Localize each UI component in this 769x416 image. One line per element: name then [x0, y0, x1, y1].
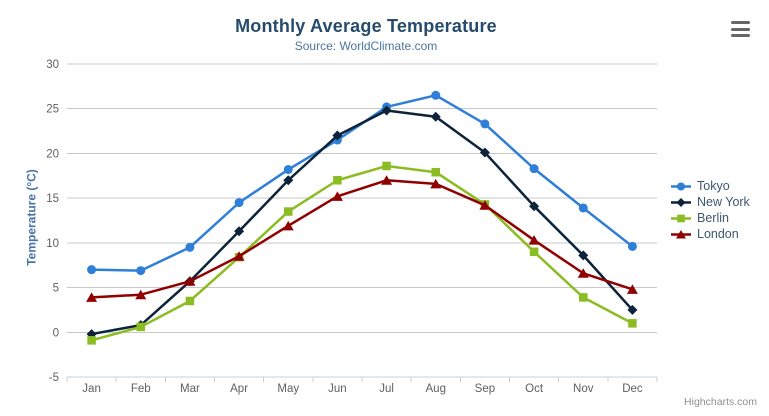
- series-berlin-line: [90, 164, 634, 342]
- y-axis-tick-label: 20: [46, 148, 59, 160]
- data-point-marker[interactable]: [578, 250, 589, 261]
- data-point-marker[interactable]: [430, 178, 442, 189]
- chart-subtitle: Source: WorldClimate.com: [294, 39, 438, 53]
- data-point-marker[interactable]: [381, 175, 393, 185]
- data-point-marker[interactable]: [676, 181, 686, 191]
- data-point-marker[interactable]: [480, 119, 490, 129]
- data-point-marker[interactable]: [627, 241, 637, 251]
- x-axis-tick-label: Jul: [379, 383, 394, 395]
- data-point-marker[interactable]: [331, 191, 343, 201]
- x-axis-tick-label: Nov: [573, 383, 594, 395]
- data-point-marker[interactable]: [136, 266, 146, 276]
- series-new-york-line: [90, 109, 634, 336]
- legend-label: New York: [697, 195, 750, 209]
- series-tokyo-line: [90, 94, 634, 272]
- data-point-marker[interactable]: [431, 167, 441, 177]
- y-axis-tick-label: 10: [46, 238, 59, 250]
- data-point-marker[interactable]: [332, 130, 343, 141]
- x-axis-tick-label: Oct: [525, 383, 544, 395]
- data-point-marker[interactable]: [87, 265, 97, 275]
- data-point-marker[interactable]: [283, 175, 294, 186]
- legend-circle-icon: [671, 181, 691, 191]
- y-axis-title: Temperature (°C): [24, 169, 39, 266]
- y-axis-tick-label: 25: [46, 104, 59, 116]
- legend-triangle-icon: [671, 229, 691, 239]
- hamburger-icon: [731, 27, 750, 31]
- x-axis-tick-label: Dec: [622, 383, 643, 395]
- x-axis-tick-label: Jan: [82, 383, 101, 395]
- data-point-marker[interactable]: [135, 289, 147, 300]
- series-tokyo: [87, 90, 637, 276]
- data-point-marker[interactable]: [579, 293, 588, 302]
- legend-square-icon: [671, 214, 691, 222]
- data-point-marker[interactable]: [529, 164, 539, 174]
- data-point-marker[interactable]: [234, 198, 244, 208]
- data-point-marker[interactable]: [479, 200, 491, 210]
- series-london-line: [90, 179, 634, 299]
- x-axis-tick-label: Jun: [328, 383, 347, 395]
- data-point-marker[interactable]: [184, 276, 196, 286]
- data-point-marker[interactable]: [185, 242, 195, 252]
- highcharts-credit-link[interactable]: Highcharts.com: [684, 396, 757, 408]
- y-axis-tick-label: 30: [46, 59, 59, 71]
- y-axis-tick-label: 15: [46, 193, 59, 205]
- data-point-marker[interactable]: [185, 296, 195, 306]
- series-new-york: [86, 105, 638, 340]
- legend-label: Tokyo: [697, 179, 730, 193]
- x-axis-tick-label: Apr: [230, 383, 248, 395]
- data-point-marker[interactable]: [431, 90, 441, 100]
- data-point-marker[interactable]: [627, 304, 638, 315]
- legend-item-tokyo[interactable]: Tokyo: [670, 178, 750, 194]
- data-point-marker[interactable]: [333, 176, 342, 185]
- data-point-marker[interactable]: [479, 147, 490, 158]
- legend: Tokyo New York Berlin London: [670, 178, 750, 242]
- data-point-marker[interactable]: [578, 203, 588, 213]
- data-point-marker[interactable]: [577, 268, 589, 278]
- legend-item-new-york[interactable]: New York: [670, 194, 750, 210]
- data-point-marker[interactable]: [676, 229, 686, 239]
- x-axis-tick-label: Mar: [180, 383, 200, 395]
- data-point-marker[interactable]: [282, 220, 294, 231]
- x-axis-tick-label: Aug: [426, 383, 446, 395]
- data-point-marker[interactable]: [234, 226, 245, 237]
- x-axis-tick-label: May: [277, 383, 299, 395]
- data-point-marker[interactable]: [677, 214, 685, 222]
- data-point-marker[interactable]: [430, 111, 441, 122]
- data-point-marker[interactable]: [87, 336, 96, 345]
- data-point-marker[interactable]: [529, 247, 539, 257]
- data-point-marker[interactable]: [86, 292, 98, 302]
- data-point-marker[interactable]: [283, 165, 293, 175]
- data-point-marker[interactable]: [529, 201, 540, 212]
- legend-diamond-icon: [671, 197, 691, 207]
- legend-label: London: [697, 227, 739, 241]
- data-point-marker[interactable]: [628, 319, 637, 328]
- data-point-marker[interactable]: [528, 235, 540, 245]
- y-axis-tick-label: 0: [53, 327, 59, 339]
- hamburger-icon: [731, 21, 750, 24]
- chart-title: Monthly Average Temperature: [235, 16, 497, 36]
- x-axis-tick-label: Feb: [131, 383, 151, 395]
- data-point-marker[interactable]: [284, 207, 293, 216]
- x-axis-tick-label: Sep: [475, 383, 495, 395]
- data-point-marker[interactable]: [381, 105, 392, 116]
- data-point-marker[interactable]: [626, 284, 638, 294]
- series-london: [86, 175, 638, 302]
- legend-item-berlin[interactable]: Berlin: [670, 210, 750, 226]
- legend-label: Berlin: [697, 211, 729, 225]
- data-point-marker[interactable]: [233, 251, 245, 261]
- y-axis-tick-label: -5: [49, 372, 59, 384]
- y-axis-tick-label: 5: [53, 283, 59, 295]
- data-point-marker[interactable]: [136, 322, 146, 332]
- data-point-marker[interactable]: [382, 161, 391, 171]
- data-point-marker[interactable]: [676, 197, 686, 207]
- export-menu-button[interactable]: [729, 19, 753, 39]
- hamburger-icon: [731, 34, 750, 37]
- legend-item-london[interactable]: London: [670, 226, 750, 242]
